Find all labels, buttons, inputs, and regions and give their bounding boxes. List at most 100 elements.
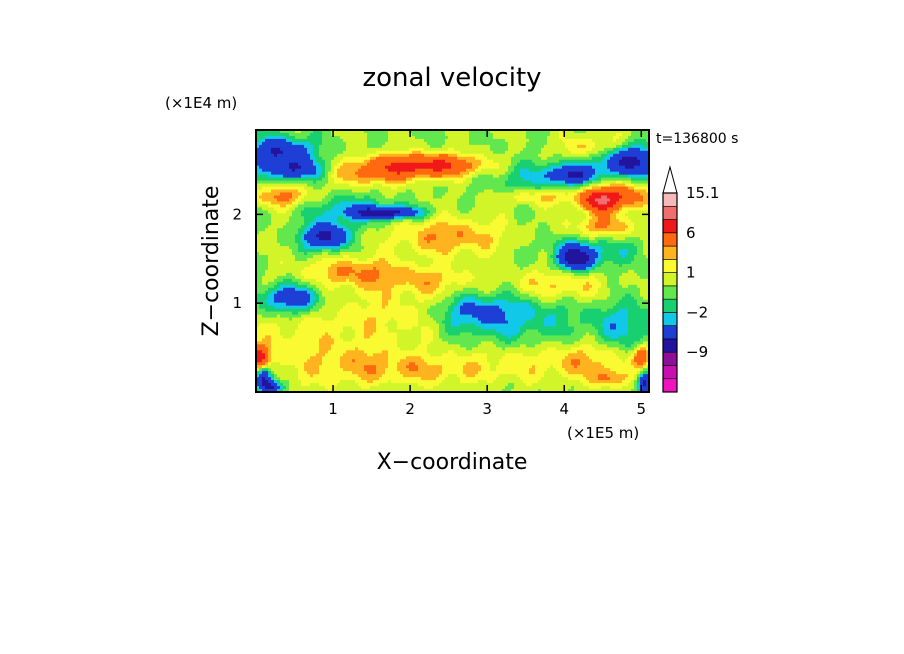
field-cell (475, 237, 479, 241)
field-cell (634, 201, 638, 206)
field-cell (580, 240, 584, 244)
field-cell (358, 147, 362, 152)
field-cell (643, 150, 647, 155)
field-cell (412, 195, 416, 200)
field-cell (556, 222, 560, 226)
field-cell (310, 234, 314, 238)
field-cell (631, 225, 635, 229)
field-cell (325, 147, 329, 152)
field-cell (484, 225, 488, 229)
field-cell (412, 168, 416, 173)
field-cell (304, 231, 308, 235)
field-cell (424, 195, 428, 200)
field-cell (526, 144, 530, 149)
field-cell (499, 171, 503, 176)
field-cell (259, 144, 263, 149)
field-cell (634, 234, 638, 238)
field-cell (646, 234, 649, 238)
field-cell (340, 180, 344, 185)
field-cell (616, 144, 620, 149)
field-cell (532, 132, 536, 137)
field-cell (280, 207, 284, 211)
field-cell (304, 177, 308, 182)
field-cell (427, 195, 431, 200)
field-cell (307, 189, 311, 194)
field-cell (424, 135, 428, 140)
field-cell (598, 186, 602, 191)
field-cell (367, 195, 371, 200)
field-cell (496, 156, 500, 161)
field-cell (643, 144, 647, 149)
field-cell (304, 147, 308, 152)
field-cell (289, 243, 293, 247)
field-cell (472, 186, 476, 191)
field-cell (469, 147, 473, 152)
field-cell (517, 141, 521, 146)
field-cell (379, 189, 383, 194)
field-cell (358, 132, 362, 137)
field-cell (460, 201, 464, 206)
field-cell (529, 153, 533, 158)
field-cell (346, 174, 350, 179)
field-cell (499, 207, 503, 211)
field-cell (526, 201, 530, 206)
field-cell (265, 132, 269, 137)
field-cell (415, 186, 419, 191)
field-cell (478, 186, 482, 191)
field-cell (331, 231, 335, 235)
field-cell (544, 159, 548, 164)
field-cell (316, 210, 320, 214)
field-cell (406, 222, 410, 226)
field-cell (460, 177, 464, 182)
field-cell (499, 204, 503, 209)
field-cell (271, 165, 275, 170)
field-cell (394, 177, 398, 182)
field-cell (322, 150, 326, 155)
field-cell (502, 132, 506, 137)
field-cell (514, 162, 518, 167)
field-cell (577, 234, 581, 238)
field-cell (463, 237, 467, 241)
field-cell (364, 189, 368, 194)
field-cell (463, 153, 467, 158)
field-cell (433, 198, 437, 203)
field-cell (280, 162, 284, 167)
field-cell (385, 135, 389, 140)
field-cell (409, 156, 413, 161)
field-cell (382, 213, 386, 217)
field-cell (292, 177, 296, 182)
field-cell (325, 219, 329, 223)
field-cell (616, 162, 620, 167)
field-cell (268, 168, 272, 173)
field-cell (619, 156, 623, 161)
field-cell (622, 201, 626, 206)
field-cell (439, 186, 443, 191)
field-cell (592, 180, 596, 185)
field-cell (259, 130, 263, 134)
field-cell (457, 130, 461, 134)
field-cell (316, 135, 320, 140)
field-cell (349, 168, 353, 173)
field-cell (607, 165, 611, 170)
field-cell (373, 168, 377, 173)
field-cell (529, 207, 533, 211)
field-cell (460, 219, 464, 223)
field-cell (556, 162, 560, 167)
field-cell (637, 222, 641, 226)
field-cell (355, 174, 359, 179)
field-cell (427, 183, 431, 188)
field-cell (265, 165, 269, 170)
field-cell (565, 228, 569, 232)
field-cell (562, 189, 566, 194)
field-cell (493, 198, 497, 203)
field-cell (304, 130, 308, 134)
field-cell (403, 234, 407, 238)
field-cell (637, 156, 641, 161)
field-cell (286, 135, 290, 140)
field-cell (298, 159, 302, 164)
field-cell (328, 174, 332, 179)
field-cell (310, 213, 314, 217)
field-cell (463, 207, 467, 211)
field-cell (364, 138, 368, 143)
field-cell (592, 147, 596, 152)
